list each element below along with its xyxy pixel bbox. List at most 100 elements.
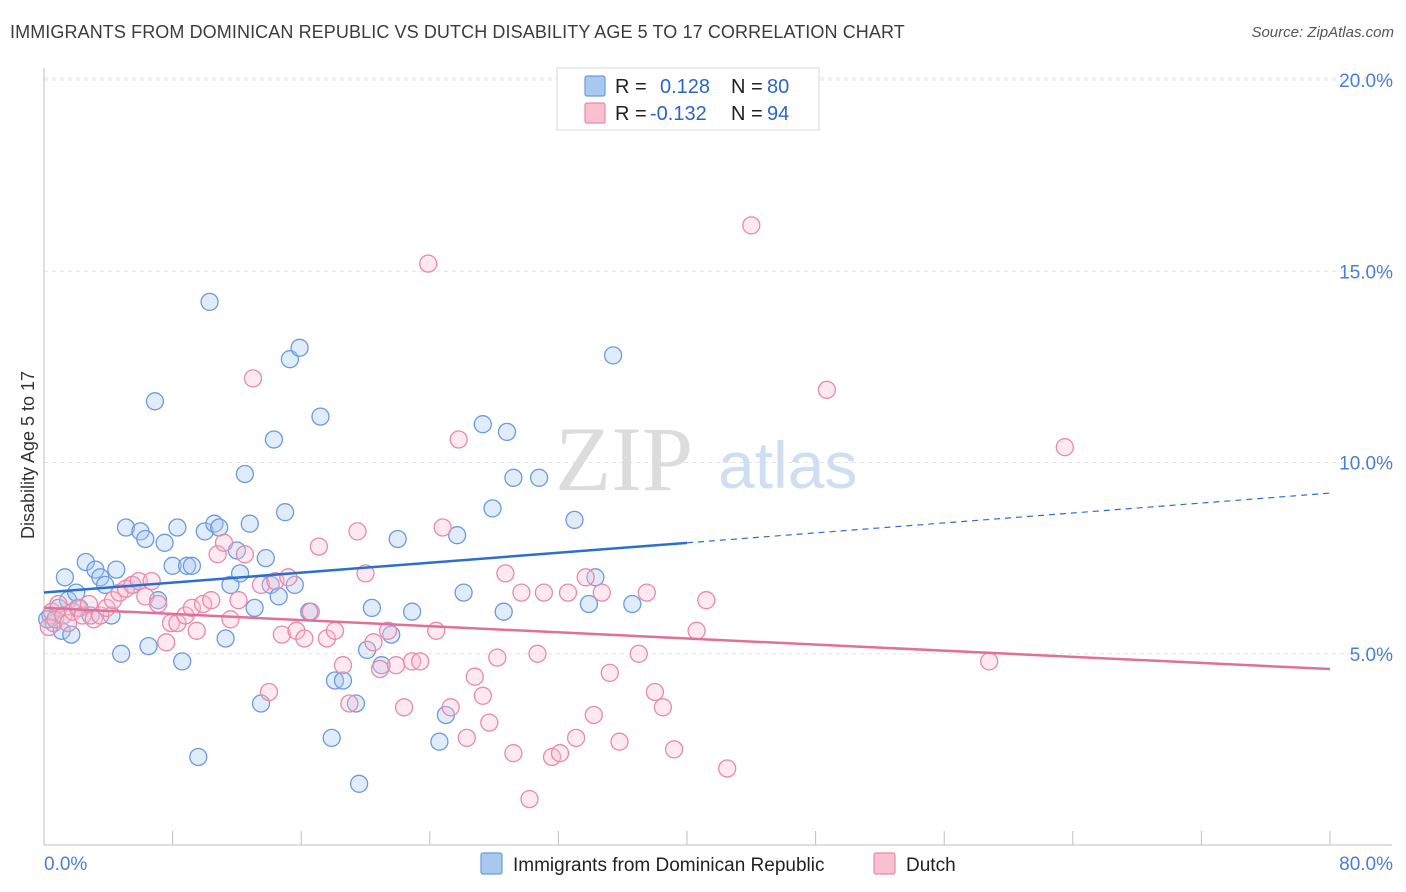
data-point	[645, 682, 665, 702]
data-point	[349, 774, 369, 793]
data-point	[295, 629, 314, 648]
data-point	[269, 587, 288, 606]
data-point	[980, 652, 999, 671]
data-point	[653, 698, 673, 717]
legend-r-value: -0.132	[650, 103, 707, 125]
data-point	[473, 415, 492, 434]
data-point	[67, 583, 86, 602]
data-point	[177, 556, 197, 575]
legend-swatch-immigrants	[480, 852, 503, 875]
trend-line-immigrants	[43, 541, 688, 594]
data-point	[173, 652, 192, 671]
data-point	[195, 522, 214, 541]
bottom-legend: Immigrants from Dominican Republic Dutch	[480, 852, 956, 876]
data-points	[38, 216, 1074, 809]
data-point	[235, 464, 255, 484]
series-immigrants	[38, 292, 642, 793]
data-point	[145, 392, 165, 411]
data-point	[402, 602, 422, 621]
data-point	[584, 705, 603, 725]
data-point	[148, 594, 168, 614]
data-point	[629, 644, 648, 663]
data-point	[579, 594, 599, 614]
data-point	[483, 499, 502, 518]
legend-label-immigrants: Immigrants from Dominican Republic	[513, 855, 825, 876]
data-point	[200, 292, 219, 312]
data-point	[528, 644, 547, 663]
data-point	[566, 728, 586, 748]
data-point	[279, 568, 298, 587]
data-point	[362, 598, 382, 618]
data-point	[504, 468, 523, 487]
data-point	[348, 522, 367, 541]
data-point	[311, 407, 330, 426]
data-point	[494, 602, 513, 621]
data-point	[664, 740, 684, 759]
data-point	[378, 621, 398, 640]
x-tick-label: 80.0%	[1339, 854, 1393, 875]
data-point	[285, 575, 304, 595]
data-point	[512, 583, 531, 602]
data-point	[496, 564, 515, 583]
data-point	[473, 686, 492, 705]
data-point	[221, 610, 240, 629]
watermark: ZIP atlas	[555, 408, 857, 510]
axes	[43, 68, 1392, 846]
data-point	[340, 694, 359, 713]
legend-r-label: R =	[615, 103, 647, 125]
data-point	[742, 216, 761, 235]
data-point	[550, 744, 570, 763]
data-point	[187, 621, 206, 640]
data-point	[520, 789, 539, 809]
legend-label-dutch: Dutch	[906, 855, 956, 876]
data-point	[136, 529, 155, 549]
x-tick-label: 0.0%	[44, 854, 87, 875]
data-point	[610, 732, 629, 751]
data-point	[430, 732, 449, 751]
data-point	[325, 621, 345, 640]
x-tick-labels: 0.0% 80.0%	[44, 854, 1393, 875]
data-point	[139, 636, 158, 656]
data-point	[58, 613, 78, 633]
data-point	[687, 621, 706, 640]
data-point	[214, 533, 234, 552]
legend-n-label: N =	[731, 76, 763, 98]
data-point	[457, 728, 476, 748]
data-point	[817, 380, 837, 399]
source-label: Source: ZipAtlas.com	[1251, 24, 1394, 41]
data-point	[103, 591, 123, 610]
data-point	[245, 598, 264, 618]
data-point	[202, 591, 221, 610]
trend-line-dutch	[43, 606, 1331, 671]
data-point	[558, 583, 578, 602]
data-point	[1055, 438, 1074, 457]
data-point	[534, 583, 554, 602]
data-point	[592, 583, 611, 602]
data-point	[229, 591, 248, 610]
y-tick-label: 10.0%	[1339, 454, 1393, 475]
data-point	[718, 759, 737, 778]
data-point	[62, 625, 81, 644]
data-point	[333, 671, 353, 690]
data-point	[333, 656, 353, 675]
data-point	[309, 537, 329, 556]
data-point	[441, 698, 460, 717]
data-point	[240, 514, 259, 533]
data-point	[259, 682, 279, 702]
data-point	[394, 698, 414, 717]
data-point	[107, 560, 126, 579]
trend-line-immigrants-extension	[686, 492, 1331, 544]
data-point	[235, 545, 255, 564]
watermark-atlas: atlas	[718, 428, 857, 502]
series-dutch	[39, 216, 1074, 809]
data-point	[256, 548, 275, 568]
data-point	[449, 430, 468, 449]
data-point	[576, 568, 595, 587]
data-point	[182, 556, 202, 575]
data-point	[504, 744, 523, 763]
data-point	[346, 694, 366, 713]
data-point	[216, 629, 235, 648]
data-point	[264, 430, 284, 449]
data-point	[189, 747, 208, 767]
data-point	[600, 663, 619, 683]
